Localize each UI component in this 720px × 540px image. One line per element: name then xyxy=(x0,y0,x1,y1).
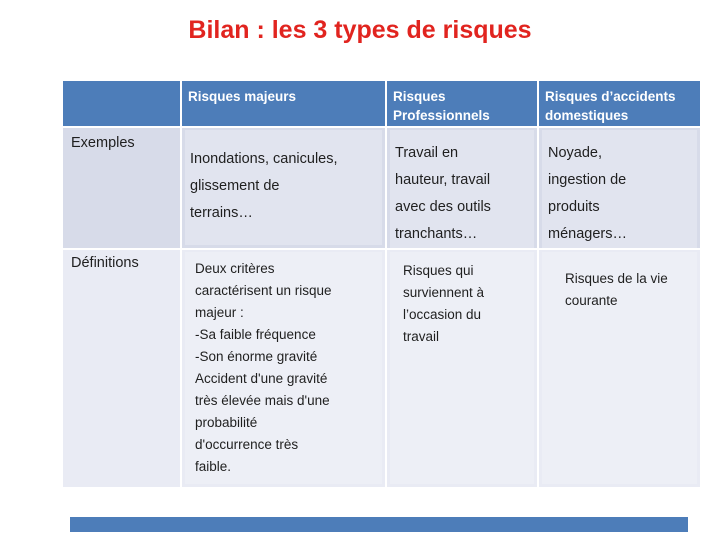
risk-types-table: Risques majeurs Risques Professionnels R… xyxy=(63,81,700,487)
row-label-definitions: Définitions xyxy=(63,250,180,487)
cell-exemples-risques-professionnels: Travail en hauteur, travail avec des out… xyxy=(387,128,537,248)
text-box-exemples-professionnels: Travail en hauteur, travail avec des out… xyxy=(390,130,534,248)
header-cell-risques-majeurs: Risques majeurs xyxy=(182,81,385,126)
header-cell-risques-accidents-domestiques: Risques d’accidents domestiques xyxy=(539,81,700,126)
cell-definitions-risques-professionnels: Risques qui surviennent à l’occasion du … xyxy=(387,250,537,487)
text-box-definitions-domestiques: Risques de la vie courante xyxy=(542,252,697,484)
text-box-exemples-domestiques: Noyade, ingestion de produits ménagers… xyxy=(542,130,697,248)
cell-definitions-risques-domestiques: Risques de la vie courante xyxy=(539,250,700,487)
text-box-definitions-majeurs: Deux critères caractérisent un risque ma… xyxy=(185,252,382,484)
cell-definitions-risques-majeurs: Deux critères caractérisent un risque ma… xyxy=(182,250,385,487)
text-box-definitions-professionnels: Risques qui surviennent à l’occasion du … xyxy=(390,252,534,484)
slide-title: Bilan : les 3 types de risques xyxy=(188,16,532,44)
header-cell-empty xyxy=(63,81,180,126)
cell-exemples-risques-domestiques: Noyade, ingestion de produits ménagers… xyxy=(539,128,700,248)
footer-accent-bar xyxy=(70,517,688,532)
text-box-exemples-majeurs: Inondations, canicules, glissement de te… xyxy=(185,130,382,245)
cell-exemples-risques-majeurs: Inondations, canicules, glissement de te… xyxy=(182,128,385,248)
header-cell-risques-professionnels: Risques Professionnels xyxy=(387,81,537,126)
row-label-exemples: Exemples xyxy=(63,128,180,248)
